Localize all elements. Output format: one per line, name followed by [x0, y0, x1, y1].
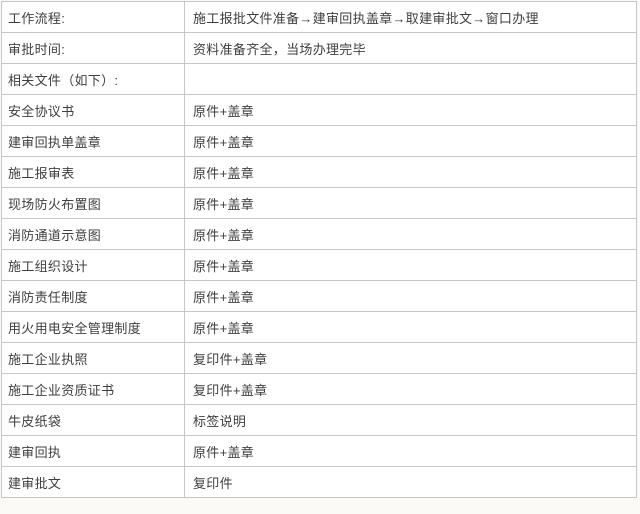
- table-row: 用火用电安全管理制度 原件+盖章: [1, 311, 637, 343]
- row-label: 建审批文: [1, 466, 185, 498]
- row-value: 原件+盖章: [184, 280, 637, 312]
- row-label: 审批时间:: [1, 32, 185, 64]
- table-row: 消防责任制度 原件+盖章: [1, 280, 637, 312]
- table-row: 牛皮纸袋 标签说明: [1, 404, 637, 436]
- row-label: 安全协议书: [1, 94, 185, 126]
- row-value: 标签说明: [184, 404, 637, 436]
- table-row: 工作流程: 施工报批文件准备→建审回执盖章→取建审批文→窗口办理: [1, 1, 637, 33]
- row-value: 施工报批文件准备→建审回执盖章→取建审批文→窗口办理: [184, 1, 637, 33]
- row-label: 用火用电安全管理制度: [1, 311, 185, 343]
- table-row: 建审批文 复印件: [1, 466, 637, 498]
- row-value: 原件+盖章: [184, 156, 637, 188]
- row-label: 建审回执: [1, 435, 185, 467]
- requirements-table: 工作流程: 施工报批文件准备→建审回执盖章→取建审批文→窗口办理 审批时间: 资…: [1, 1, 637, 498]
- row-label: 消防通道示意图: [1, 218, 185, 250]
- table-row: 安全协议书 原件+盖章: [1, 94, 637, 126]
- row-label: 牛皮纸袋: [1, 404, 185, 436]
- table-row: 施工企业资质证书 复印件+盖章: [1, 373, 637, 405]
- table-row: 施工报审表 原件+盖章: [1, 156, 637, 188]
- table-row: 施工组织设计 原件+盖章: [1, 249, 637, 281]
- row-value: 资料准备齐全，当场办理完毕: [184, 32, 637, 64]
- requirements-table-body: 工作流程: 施工报批文件准备→建审回执盖章→取建审批文→窗口办理 审批时间: 资…: [1, 1, 637, 498]
- row-value: 原件+盖章: [184, 249, 637, 281]
- table-row: 审批时间: 资料准备齐全，当场办理完毕: [1, 32, 637, 64]
- table-row: 现场防火布置图 原件+盖章: [1, 187, 637, 219]
- row-value: 原件+盖章: [184, 311, 637, 343]
- row-label: 建审回执单盖章: [1, 125, 185, 157]
- table-row: 消防通道示意图 原件+盖章: [1, 218, 637, 250]
- row-value: 原件+盖章: [184, 94, 637, 126]
- row-value: [184, 63, 637, 95]
- row-label: 施工企业执照: [1, 342, 185, 374]
- row-value: 复印件+盖章: [184, 373, 637, 405]
- table-row: 建审回执单盖章 原件+盖章: [1, 125, 637, 157]
- table-row: 施工企业执照 复印件+盖章: [1, 342, 637, 374]
- row-label: 工作流程:: [1, 1, 185, 33]
- row-label: 现场防火布置图: [1, 187, 185, 219]
- row-label: 相关文件（如下）:: [1, 63, 185, 95]
- row-value: 原件+盖章: [184, 435, 637, 467]
- table-row: 建审回执 原件+盖章: [1, 435, 637, 467]
- row-value: 原件+盖章: [184, 125, 637, 157]
- row-label: 施工报审表: [1, 156, 185, 188]
- row-value: 原件+盖章: [184, 187, 637, 219]
- row-label: 施工组织设计: [1, 249, 185, 281]
- row-label: 消防责任制度: [1, 280, 185, 312]
- table-row: 相关文件（如下）:: [1, 63, 637, 95]
- row-value: 原件+盖章: [184, 218, 637, 250]
- row-value: 复印件+盖章: [184, 342, 637, 374]
- row-value: 复印件: [184, 466, 637, 498]
- row-label: 施工企业资质证书: [1, 373, 185, 405]
